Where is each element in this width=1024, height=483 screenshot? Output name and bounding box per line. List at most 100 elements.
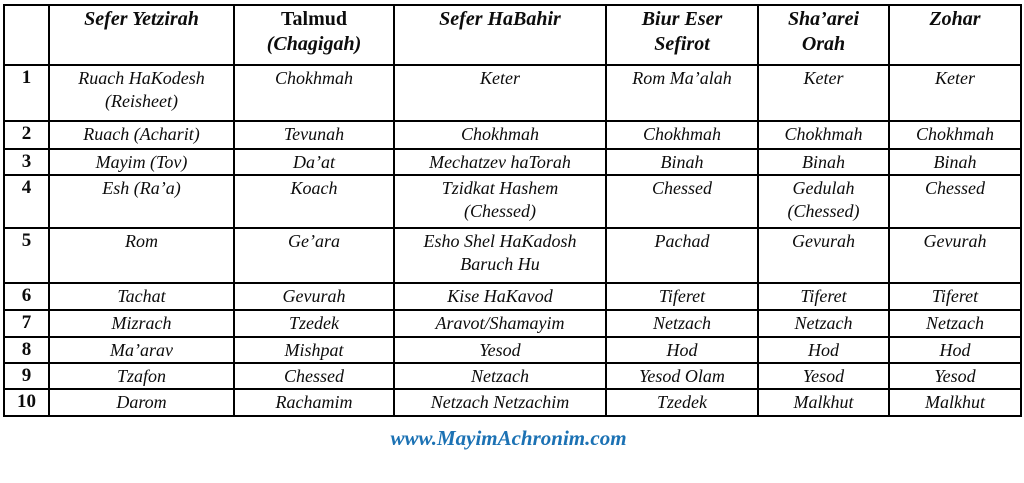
sefirot-correspondence-table: Sefer Yetzirah Talmud (Chagigah) Sefer HaBa… bbox=[3, 4, 1022, 418]
table-cell-line: Yesod Olam bbox=[639, 366, 725, 387]
table-cell-line: Aravot/Shamayim bbox=[435, 313, 565, 334]
table-row: 8 Ma’arav Mishpat Yesod Hod Hod Hod bbox=[3, 336, 1022, 365]
table-cell: Rom Ma’alah bbox=[605, 64, 759, 122]
table-cell-line: Esho Shel HaKadosh bbox=[423, 231, 577, 252]
table-cell: Netzach bbox=[393, 362, 607, 391]
table-cell-line: Tzafon bbox=[116, 366, 167, 387]
table-cell: Mizrach bbox=[48, 309, 235, 339]
table-cell-line: Yesod bbox=[479, 340, 521, 361]
table-cell: Tzedek bbox=[605, 388, 759, 418]
table-cell: Kise HaKavod bbox=[393, 282, 607, 312]
table-cell-line: Rom Ma’alah bbox=[632, 68, 732, 88]
table-cell: Gedulah (Chessed) bbox=[757, 174, 890, 230]
table-cell-line: Rachamim bbox=[275, 392, 353, 413]
column-header-line: Biur Eser bbox=[641, 8, 723, 30]
site-link[interactable]: www.MayimAchronim.com bbox=[390, 426, 627, 451]
column-header-line: Sefer HaBahir bbox=[439, 8, 561, 30]
table-cell-line: Netzach bbox=[653, 313, 711, 334]
table-cell-line: Hod bbox=[808, 340, 839, 361]
table-cell: Tiferet bbox=[757, 282, 890, 312]
table-row: 10 Darom Rachamim Netzach Netzachim Tzedek Ma… bbox=[3, 388, 1022, 418]
table-cell: Keter bbox=[757, 64, 890, 122]
table-cell: Hod bbox=[757, 336, 890, 365]
table-cell-line: Koach bbox=[290, 178, 338, 199]
table-cell: Hod bbox=[605, 336, 759, 365]
column-header-2: Talmud (Chagigah) bbox=[233, 4, 395, 66]
table-cell: Malkhut bbox=[888, 388, 1022, 418]
table-cell: Koach bbox=[233, 174, 395, 230]
table-cell-line: Binah bbox=[933, 152, 977, 172]
row-number: 5 bbox=[3, 227, 50, 285]
table-cell: Tiferet bbox=[888, 282, 1022, 312]
table-cell-line: Chessed bbox=[284, 366, 344, 387]
table-cell-line: Netzach Netzachim bbox=[430, 392, 570, 413]
table-cell-line: Mechatzev haTorah bbox=[429, 152, 571, 172]
table-cell-line: Keter bbox=[935, 68, 975, 88]
table-cell-line: Netzach bbox=[471, 366, 529, 387]
table-cell-line: Yesod bbox=[934, 366, 976, 387]
column-header-line: Sha’arei bbox=[787, 8, 860, 30]
table-cell-line: Malkhut bbox=[925, 392, 985, 413]
column-header-line: Zohar bbox=[929, 8, 981, 30]
table-cell: Tachat bbox=[48, 282, 235, 312]
table-cell: Yesod bbox=[757, 362, 890, 391]
table-cell-line: Ruach HaKodesh bbox=[78, 68, 205, 88]
table-cell-line: (Reisheet) bbox=[105, 91, 178, 112]
table-cell-line: Ma’arav bbox=[110, 340, 173, 361]
table-row: 1 Ruach HaKodesh (Reisheet) Chokhmah Keter Ro… bbox=[3, 64, 1022, 122]
table-cell-line: Keter bbox=[480, 68, 520, 88]
table-cell: Mishpat bbox=[233, 336, 395, 365]
table-cell: Netzach bbox=[605, 309, 759, 339]
table-cell-line: Ruach (Acharit) bbox=[83, 124, 200, 144]
table-cell: Binah bbox=[605, 147, 759, 177]
table-cell: Hod bbox=[888, 336, 1022, 365]
table-cell-line: Tzedek bbox=[657, 392, 707, 413]
table-cell: Yesod Olam bbox=[605, 362, 759, 391]
table-cell: Yesod bbox=[888, 362, 1022, 391]
column-header-1: Sefer Yetzirah bbox=[48, 4, 235, 66]
row-number: 7 bbox=[3, 309, 50, 339]
table-cell-line: Chokhmah bbox=[784, 124, 863, 144]
table-cell-line: (Chessed) bbox=[464, 201, 536, 222]
row-number: 9 bbox=[3, 362, 50, 391]
table-cell: Rom bbox=[48, 227, 235, 285]
table-cell-line: Baruch Hu bbox=[460, 254, 540, 275]
table-row: 7 Mizrach Tzedek Aravot/Shamayim Netzach Netz… bbox=[3, 309, 1022, 339]
table-cell-line: Gedulah bbox=[792, 178, 855, 199]
table-row: 5 Rom Ge’ara Esho Shel HaKadosh Baruch Hu Pac… bbox=[3, 227, 1022, 285]
table-cell-line: Chessed bbox=[925, 178, 985, 199]
table-cell-line: Netzach bbox=[794, 313, 853, 334]
table-cell: Tzafon bbox=[48, 362, 235, 391]
table-cell: Chokhmah bbox=[888, 120, 1022, 150]
row-number: 8 bbox=[3, 336, 50, 365]
table-body: 1 Ruach HaKodesh (Reisheet) Chokhmah Keter Ro… bbox=[3, 64, 1022, 418]
table-cell-line: Tachat bbox=[117, 286, 166, 307]
column-header-line: Orah bbox=[801, 33, 846, 55]
table-cell-line: Tiferet bbox=[800, 286, 847, 307]
table-row: 4 Esh (Ra’a) Koach Tzidkat Hashem (Chessed) C… bbox=[3, 174, 1022, 230]
table-cell-line: Keter bbox=[803, 68, 844, 88]
column-header-3: Sefer HaBahir bbox=[393, 4, 607, 66]
table-row: 2 Ruach (Acharit) Tevunah Chokhmah Chokhmah C… bbox=[3, 120, 1022, 150]
table-cell: Da’at bbox=[233, 147, 395, 177]
table-cell-line: Esh (Ra’a) bbox=[102, 178, 181, 199]
column-header-line: Sefirot bbox=[654, 33, 710, 55]
row-number: 3 bbox=[3, 147, 50, 177]
column-header-line: Talmud bbox=[281, 8, 347, 30]
row-number: 2 bbox=[3, 120, 50, 150]
table-cell-line: Chokhmah bbox=[916, 124, 994, 144]
table-cell-line: Da’at bbox=[293, 152, 335, 172]
table-cell: Ruach HaKodesh (Reisheet) bbox=[48, 64, 235, 122]
table-cell: Gevurah bbox=[888, 227, 1022, 285]
table-cell-line: Mizrach bbox=[111, 313, 172, 334]
table-cell-line: Darom bbox=[116, 392, 167, 413]
table-cell: Binah bbox=[757, 147, 890, 177]
table-cell: Mechatzev haTorah bbox=[393, 147, 607, 177]
table-cell: Keter bbox=[393, 64, 607, 122]
table-cell-line: Tiferet bbox=[658, 286, 706, 307]
table-row: 3 Mayim (Tov) Da’at Mechatzev haTorah Binah B… bbox=[3, 147, 1022, 177]
table-cell: Ma’arav bbox=[48, 336, 235, 365]
table-cell-line: Mishpat bbox=[284, 340, 344, 361]
table-cell-line: Tzedek bbox=[289, 313, 339, 334]
table-cell-line: Chokhmah bbox=[461, 124, 539, 144]
